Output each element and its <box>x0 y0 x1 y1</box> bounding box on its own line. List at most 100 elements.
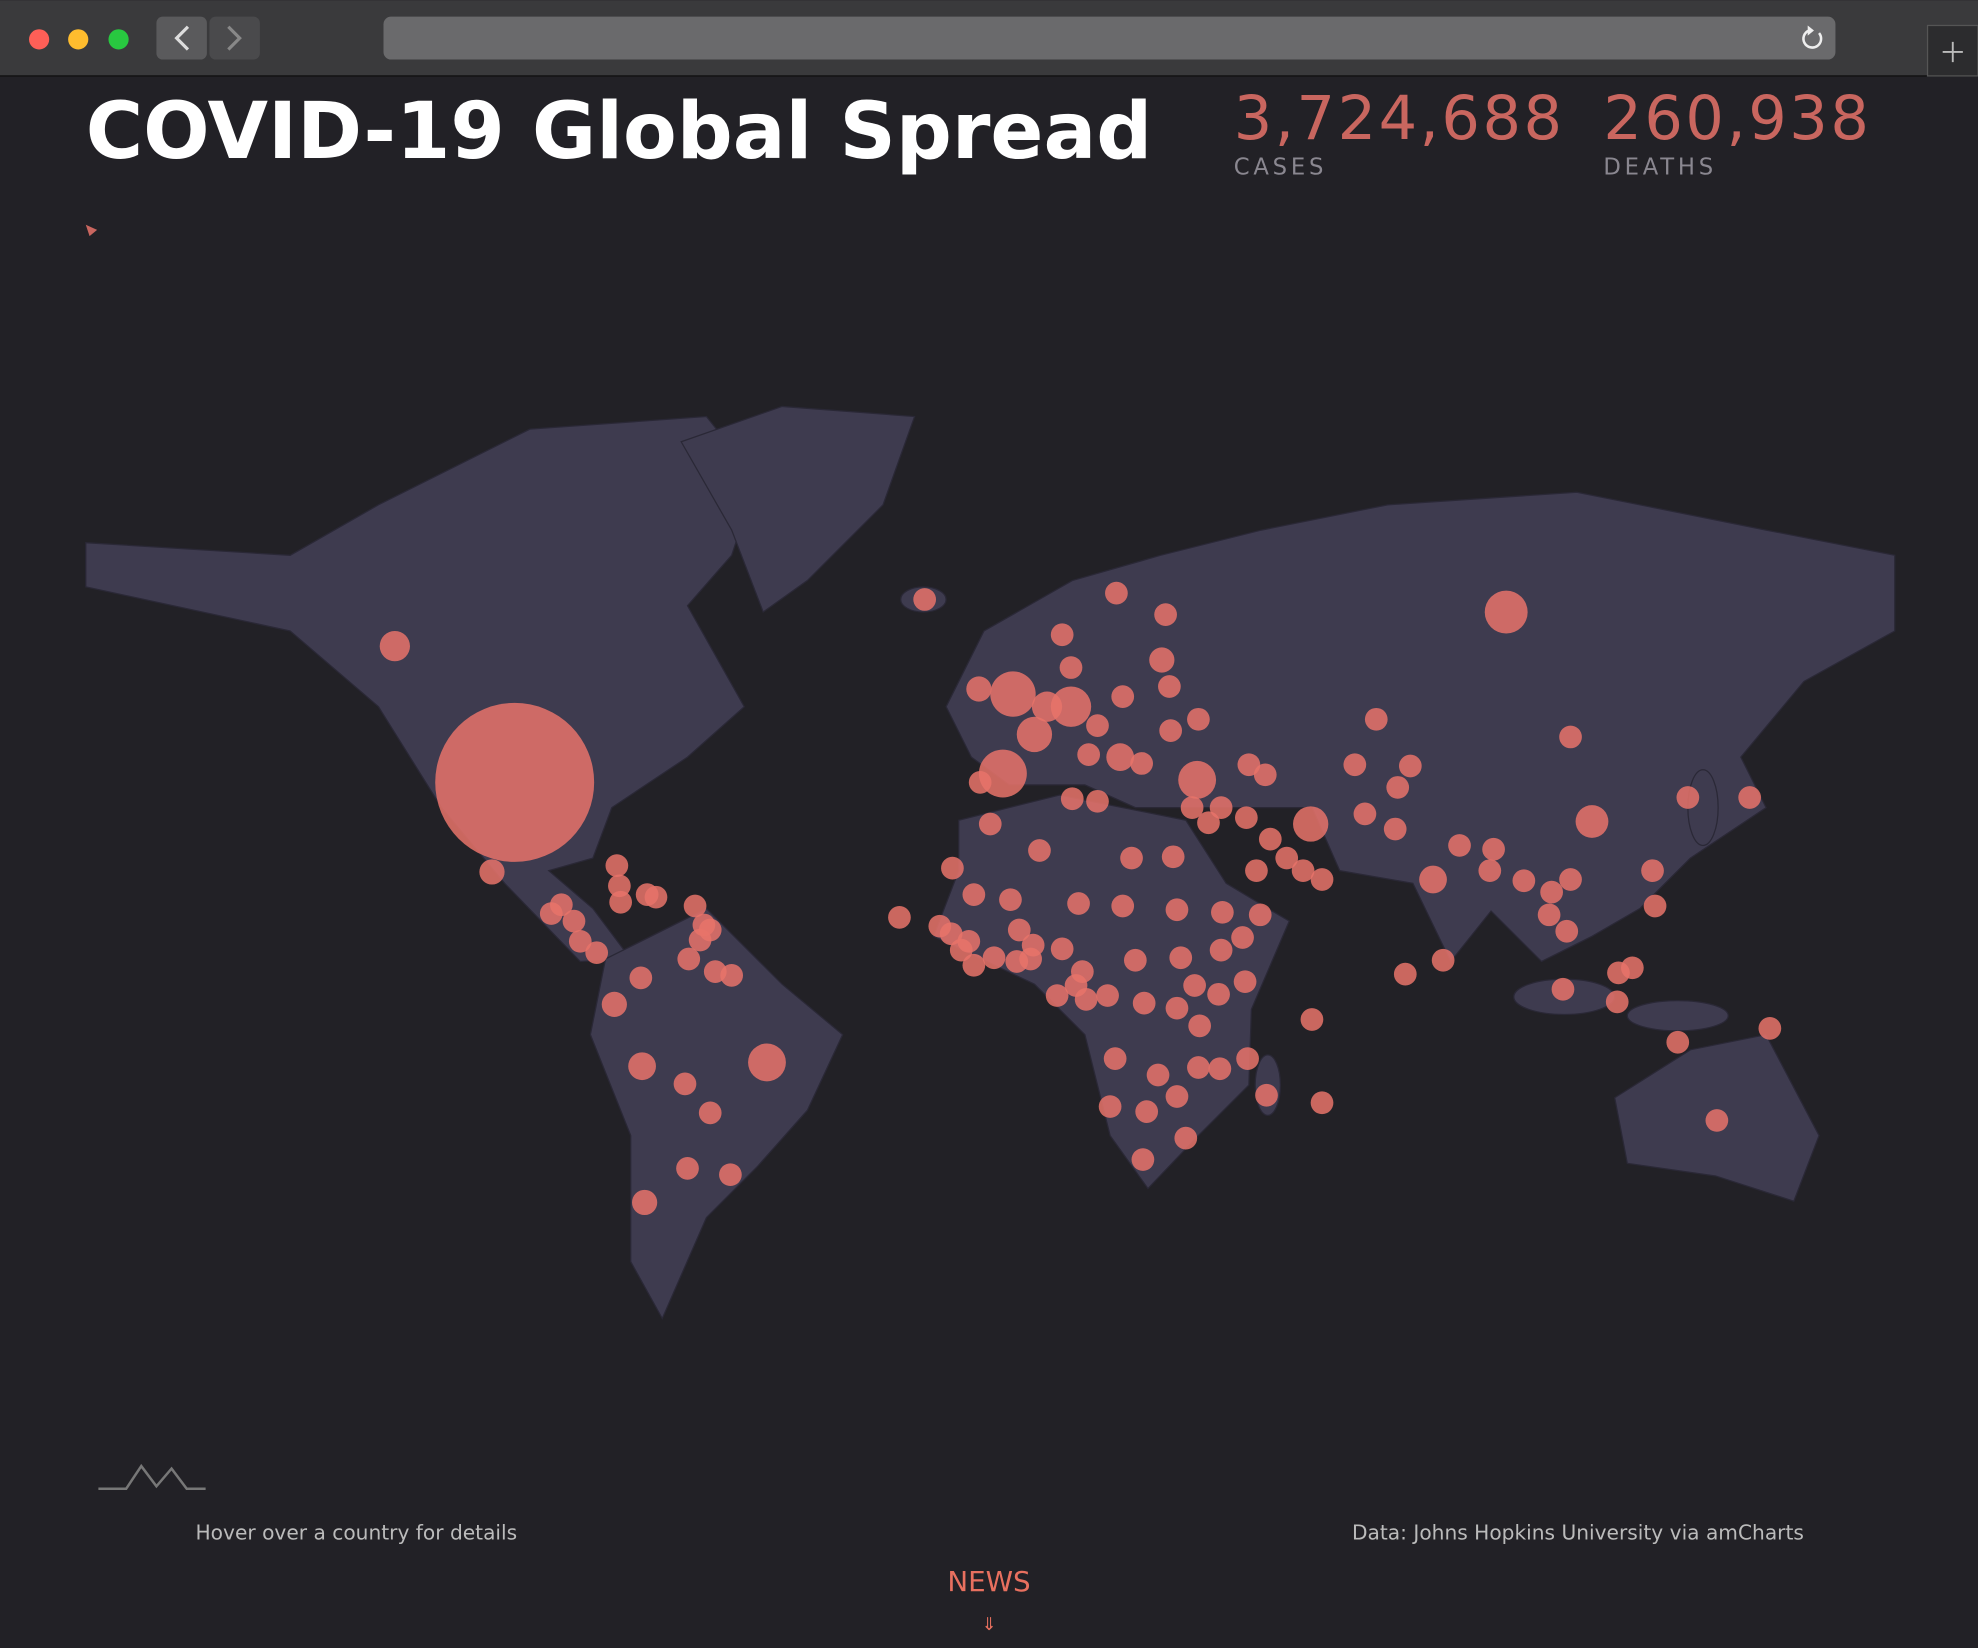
case-bubble[interactable] <box>1237 753 1261 777</box>
case-bubble[interactable] <box>1258 827 1282 851</box>
case-bubble[interactable] <box>1207 982 1230 1006</box>
case-bubble[interactable] <box>1676 786 1700 809</box>
minimize-button[interactable] <box>68 29 89 50</box>
case-bubble[interactable] <box>632 1189 658 1216</box>
case-bubble[interactable] <box>1174 1126 1198 1150</box>
case-bubble[interactable] <box>1383 817 1407 841</box>
case-bubble[interactable] <box>1559 725 1582 749</box>
case-bubble[interactable] <box>1096 984 1119 1007</box>
case-bubble[interactable] <box>1551 977 1575 1001</box>
case-bubble[interactable] <box>968 771 992 794</box>
case-bubble[interactable] <box>1364 707 1388 731</box>
case-bubble[interactable] <box>1236 1047 1259 1070</box>
case-bubble[interactable] <box>1050 623 1074 647</box>
case-bubble[interactable] <box>1398 754 1422 778</box>
case-bubble[interactable] <box>1245 859 1268 883</box>
case-bubble[interactable] <box>1165 996 1189 1020</box>
case-bubble[interactable] <box>379 630 410 662</box>
case-bubble[interactable] <box>644 885 668 909</box>
case-bubble[interactable] <box>1386 776 1410 799</box>
case-bubble[interactable] <box>1169 946 1193 970</box>
case-bubble[interactable] <box>1209 796 1233 819</box>
case-bubble[interactable] <box>1067 892 1090 915</box>
case-bubble[interactable] <box>913 588 937 611</box>
zoom-button[interactable] <box>108 29 129 50</box>
news-arrow[interactable]: ⇓ <box>982 1615 997 1635</box>
case-bubble[interactable] <box>1120 846 1143 870</box>
case-bubble[interactable] <box>1178 760 1217 799</box>
case-bubble[interactable] <box>1621 956 1644 980</box>
case-bubble[interactable] <box>1705 1109 1729 1132</box>
case-bubble[interactable] <box>609 890 633 914</box>
case-bubble[interactable] <box>1353 802 1377 826</box>
case-bubble[interactable] <box>719 1163 742 1187</box>
case-bubble[interactable] <box>888 905 911 929</box>
case-bubble[interactable] <box>1016 716 1053 753</box>
case-bubble[interactable] <box>1605 990 1629 1014</box>
case-bubble[interactable] <box>479 859 505 885</box>
case-bubble[interactable] <box>1208 1057 1232 1081</box>
case-bubble[interactable] <box>1132 991 1156 1015</box>
case-bubble[interactable] <box>435 702 595 862</box>
case-bubble[interactable] <box>1086 714 1109 737</box>
case-bubble[interactable] <box>1310 868 1334 891</box>
case-bubble[interactable] <box>1180 796 1204 819</box>
case-bubble[interactable] <box>1111 685 1135 708</box>
case-bubble[interactable] <box>1111 894 1135 918</box>
case-bubble[interactable] <box>683 894 707 918</box>
case-bubble[interactable] <box>1105 581 1128 605</box>
case-bubble[interactable] <box>1077 743 1101 766</box>
case-bubble[interactable] <box>1484 590 1528 634</box>
case-bubble[interactable] <box>1253 763 1277 787</box>
case-bubble[interactable] <box>1106 743 1135 772</box>
case-bubble[interactable] <box>949 938 973 962</box>
case-bubble[interactable] <box>1165 1085 1189 1108</box>
case-bubble[interactable] <box>1158 675 1181 698</box>
case-bubble[interactable] <box>562 909 586 933</box>
case-bubble[interactable] <box>1643 894 1667 918</box>
case-bubble[interactable] <box>962 953 986 977</box>
case-bubble[interactable] <box>1343 753 1367 777</box>
case-bubble[interactable] <box>1019 947 1042 971</box>
case-bubble[interactable] <box>999 888 1022 912</box>
case-bubble[interactable] <box>1555 919 1579 943</box>
case-bubble[interactable] <box>1234 806 1258 830</box>
case-bubble[interactable] <box>1209 938 1233 962</box>
case-bubble[interactable] <box>1161 845 1185 869</box>
world-map[interactable] <box>85 405 1896 1320</box>
case-bubble[interactable] <box>1188 1014 1212 1038</box>
case-bubble[interactable] <box>748 1043 786 1082</box>
case-bubble[interactable] <box>568 929 592 953</box>
case-bubble[interactable] <box>1130 752 1153 775</box>
case-bubble[interactable] <box>1248 903 1272 927</box>
case-bubble[interactable] <box>1758 1017 1782 1040</box>
case-bubble[interactable] <box>1666 1030 1690 1054</box>
case-bubble[interactable] <box>1537 903 1561 927</box>
case-bubble[interactable] <box>1291 859 1315 883</box>
case-bubble[interactable] <box>1154 603 1177 626</box>
case-bubble[interactable] <box>1131 1148 1155 1171</box>
case-bubble[interactable] <box>1512 869 1536 893</box>
case-bubble[interactable] <box>978 812 1002 836</box>
case-bubble[interactable] <box>1183 974 1206 997</box>
case-bubble[interactable] <box>1448 834 1471 857</box>
case-bubble[interactable] <box>1255 1083 1278 1107</box>
case-bubble[interactable] <box>601 991 627 1018</box>
case-bubble[interactable] <box>1103 1047 1127 1070</box>
case-bubble[interactable] <box>939 922 963 946</box>
north-america[interactable] <box>85 415 758 963</box>
case-bubble[interactable] <box>673 1072 697 1096</box>
case-bubble[interactable] <box>629 966 653 990</box>
eurasia[interactable] <box>945 491 1896 963</box>
case-bubble[interactable] <box>1300 1008 1324 1031</box>
address-bar[interactable] <box>383 16 1836 60</box>
case-bubble[interactable] <box>1045 984 1069 1007</box>
case-bubble[interactable] <box>1419 865 1447 894</box>
case-bubble[interactable] <box>1050 937 1074 961</box>
case-bubble[interactable] <box>1028 839 1051 862</box>
case-bubble[interactable] <box>1310 1091 1334 1115</box>
case-bubble[interactable] <box>1149 647 1175 673</box>
case-bubble[interactable] <box>1738 786 1762 809</box>
case-bubble[interactable] <box>1060 787 1084 811</box>
case-bubble[interactable] <box>1559 868 1582 891</box>
